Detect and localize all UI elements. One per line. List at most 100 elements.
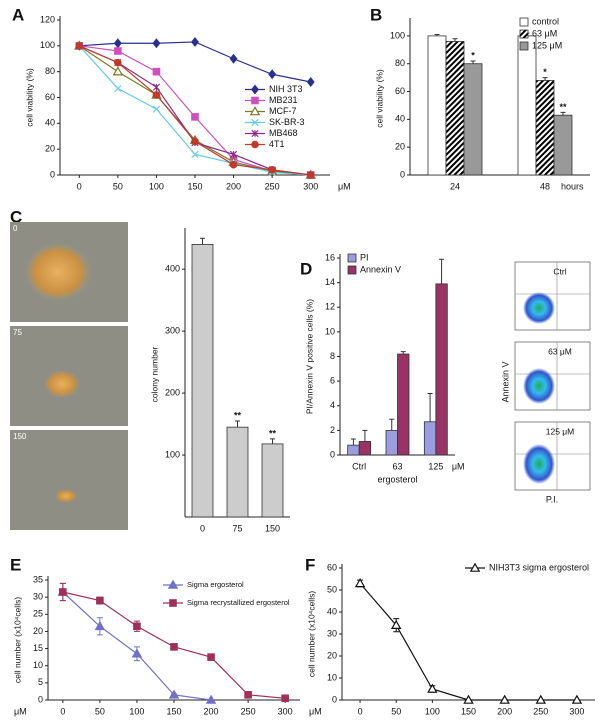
y-tick-label: 2 bbox=[330, 425, 335, 435]
x-tick-label: 250 bbox=[533, 706, 548, 716]
legend-swatch bbox=[519, 41, 529, 51]
error-bar bbox=[200, 237, 205, 245]
y-axis-label: cell number (x10⁴cells) bbox=[12, 597, 22, 683]
flow-label: 63 μM bbox=[548, 346, 572, 356]
marker bbox=[251, 96, 259, 105]
y-tick-label: 25 bbox=[33, 609, 43, 619]
significance: ** bbox=[559, 102, 567, 112]
y-tick-label: 6 bbox=[330, 376, 335, 386]
x-tick-label: 300 bbox=[303, 181, 318, 191]
x-tick-label: 50 bbox=[391, 706, 401, 716]
marker bbox=[75, 42, 84, 50]
error-bar bbox=[400, 351, 406, 355]
colony-image bbox=[10, 430, 128, 530]
y-axis-label: cell number (x10⁴cells) bbox=[306, 591, 316, 677]
y-tick-label: 80 bbox=[395, 58, 405, 68]
marker bbox=[207, 653, 215, 661]
y-tick-label: 60 bbox=[327, 562, 337, 572]
legend-swatch bbox=[347, 265, 357, 275]
marker bbox=[114, 58, 122, 67]
bar bbox=[445, 41, 465, 176]
x-unit: μM bbox=[309, 706, 322, 716]
flow-label: Ctrl bbox=[553, 266, 566, 276]
marker bbox=[152, 67, 161, 76]
marker bbox=[354, 577, 366, 588]
bar bbox=[423, 421, 437, 456]
legend-swatch bbox=[519, 29, 529, 39]
legend-label: NIH 3T3 bbox=[269, 84, 303, 94]
bar bbox=[191, 243, 214, 518]
marker bbox=[251, 84, 259, 95]
error-bar bbox=[362, 429, 368, 442]
marker bbox=[114, 84, 122, 93]
marker bbox=[152, 105, 161, 113]
x-unit: hours bbox=[561, 181, 584, 191]
marker bbox=[205, 694, 217, 704]
marker bbox=[251, 129, 259, 138]
x-tick-label: 200 bbox=[226, 181, 241, 191]
marker bbox=[499, 694, 510, 704]
flow-label: 125 μM bbox=[546, 426, 575, 436]
y-tick-label: 200 bbox=[165, 387, 180, 397]
x-unit: μM bbox=[14, 706, 27, 716]
marker bbox=[249, 106, 261, 116]
legend-label: Annexin V bbox=[360, 264, 401, 274]
marker bbox=[306, 77, 315, 87]
marker bbox=[268, 166, 276, 174]
y-tick-label: 10 bbox=[33, 660, 43, 670]
marker bbox=[427, 683, 438, 693]
marker bbox=[112, 66, 124, 76]
bar bbox=[226, 426, 249, 518]
y-tick-label: 60 bbox=[395, 86, 405, 96]
bar bbox=[463, 63, 483, 176]
marker bbox=[251, 118, 259, 127]
y-tick-label: 20 bbox=[45, 144, 55, 154]
legend-label: NIH3T3 sigma ergosterol bbox=[489, 562, 589, 572]
bar bbox=[385, 429, 398, 456]
x-tick-label: 0 bbox=[60, 706, 65, 716]
marker bbox=[191, 150, 199, 158]
marker bbox=[244, 691, 252, 699]
x-tick-label: 100 bbox=[149, 181, 164, 191]
series-line bbox=[359, 583, 577, 701]
y-tick-label: 15 bbox=[33, 643, 43, 653]
y-tick-label: 14 bbox=[325, 277, 335, 287]
y-tick-label: 10 bbox=[325, 326, 335, 336]
significance: * bbox=[543, 67, 547, 77]
marker bbox=[268, 69, 277, 80]
y-tick-label: 40 bbox=[395, 114, 405, 124]
y-tick-label: 5 bbox=[38, 677, 43, 687]
y-tick-label: 10 bbox=[327, 672, 337, 682]
legend-label: SK-BR-3 bbox=[269, 117, 305, 127]
y-tick-label: 60 bbox=[45, 92, 55, 102]
error-bar bbox=[439, 258, 445, 284]
cell-cloud bbox=[523, 292, 555, 324]
legend-label: 4T1 bbox=[269, 139, 285, 149]
y-tick-label: 40 bbox=[45, 118, 55, 128]
y-tick-label: 0 bbox=[332, 694, 337, 704]
y-tick-label: 8 bbox=[330, 351, 335, 361]
image-label: 150 bbox=[13, 432, 27, 441]
y-axis-label: PI/Annexin V positive cells (%) bbox=[304, 299, 314, 414]
x-tick-label: 24 bbox=[450, 181, 460, 191]
x-tick-label: 250 bbox=[241, 706, 256, 716]
significance: ** bbox=[269, 428, 277, 438]
y-tick-label: 50 bbox=[327, 584, 337, 594]
y-tick-label: 0 bbox=[38, 694, 43, 704]
y-tick-label: 100 bbox=[390, 30, 405, 40]
x-unit: μM bbox=[452, 461, 465, 471]
bar bbox=[535, 80, 555, 176]
marker bbox=[133, 622, 141, 631]
x-tick-label: 50 bbox=[113, 181, 123, 191]
error-bar bbox=[389, 418, 395, 431]
marker bbox=[94, 620, 106, 631]
bar bbox=[397, 353, 410, 456]
series-line bbox=[62, 591, 212, 701]
x-tick-label: 150 bbox=[166, 706, 181, 716]
panel-letter: D bbox=[300, 259, 312, 278]
y-axis-label: cell viability (%) bbox=[24, 68, 34, 127]
y-tick-label: 4 bbox=[330, 400, 335, 410]
x-unit: μM bbox=[338, 181, 351, 191]
significance: * bbox=[471, 50, 475, 60]
